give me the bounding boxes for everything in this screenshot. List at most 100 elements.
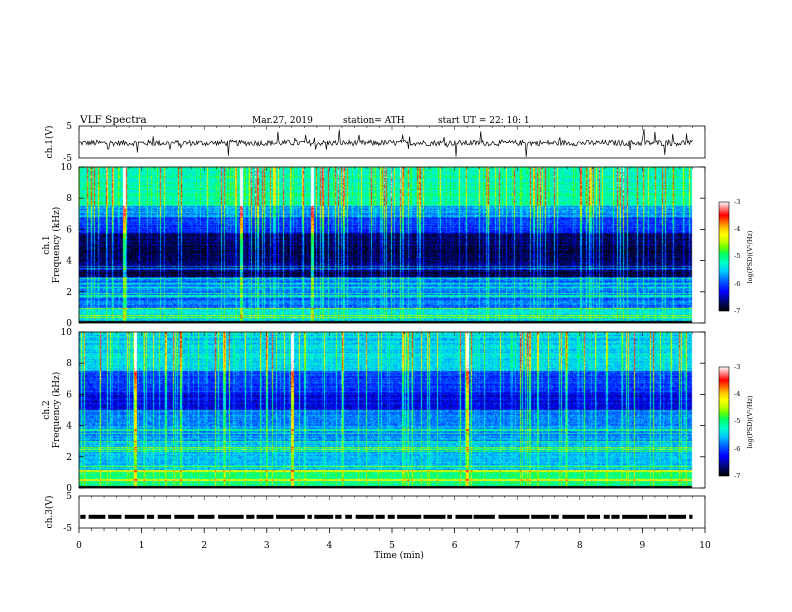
ch1-cb-tick-m5: -5 xyxy=(734,252,740,260)
ch3-pulse xyxy=(622,514,648,519)
y-tick-label: 4 xyxy=(66,422,72,432)
y-tick-label: 10 xyxy=(61,163,73,173)
ch3-ytick-top: 5 xyxy=(66,492,72,502)
ch1-cb-tick-m4: -4 xyxy=(734,225,740,233)
x-tick-label: 6 xyxy=(452,541,458,551)
ch3-pulse xyxy=(108,514,122,519)
ch1-ylabel: ch.1(V) xyxy=(44,126,55,159)
y-tick-label: 0 xyxy=(66,319,72,329)
x-axis-label: Time (min) xyxy=(374,550,424,561)
ch1-spec-channel-label: ch.1 xyxy=(42,235,52,254)
ch1-colorbar-label: log(PSD)(V²/Hz) xyxy=(746,230,754,283)
x-tick-label: 3 xyxy=(264,541,270,551)
ch3-pulse xyxy=(218,514,244,519)
ch2-spectrogram-panel: 0 2 4 6 8 10 Frequency (kHz) ch.2 xyxy=(42,328,706,494)
ch1-cb-tick-m6: -6 xyxy=(734,280,740,288)
y-tick-label: 0 xyxy=(66,484,72,494)
ch3-pulses-panel: 5 -5 ch.3(V) xyxy=(44,492,706,534)
ch1-waveform-frame xyxy=(78,125,706,159)
x-tick-label: 2 xyxy=(201,541,207,551)
ch3-pulse xyxy=(455,514,473,519)
ch3-pulse xyxy=(611,514,620,519)
ch3-pulse xyxy=(586,514,601,519)
y-tick-label: 4 xyxy=(66,257,72,267)
x-tick-label: 9 xyxy=(640,541,646,551)
y-tick-label: 6 xyxy=(66,390,72,400)
y-tick-label: 10 xyxy=(61,328,73,338)
ch3-pulse xyxy=(689,514,693,519)
ch3-pulse xyxy=(157,514,172,519)
ch2-cb-tick-m7: -7 xyxy=(734,472,740,480)
ch3-pulse xyxy=(473,514,495,519)
ch3-pulse xyxy=(88,514,106,519)
ch3-pulse-trace xyxy=(80,514,693,519)
ch2-cb-tick-m6: -6 xyxy=(734,445,740,453)
ch1-waveform-trace xyxy=(78,129,693,157)
ch3-pulse xyxy=(314,514,334,519)
ch3-pulse xyxy=(246,514,255,519)
ch1-spectrogram-panel: 0 2 4 6 8 10 Frequency (kHz) ch.1 xyxy=(42,163,706,329)
y-tick-label: 2 xyxy=(66,288,72,298)
x-tick-label: 7 xyxy=(514,541,520,551)
ch1-colorbar-gradient xyxy=(718,201,730,312)
ch3-pulse xyxy=(256,514,274,519)
ch1-spectrogram-heatmap xyxy=(79,167,705,323)
panel-edge-ticks xyxy=(78,126,706,500)
ch1-colorbar: -3 -4 -5 -6 -7 log(PSD)(V²/Hz) xyxy=(718,198,754,315)
ch3-frame xyxy=(78,495,706,529)
ch3-pulse xyxy=(80,514,86,519)
x-tick-label: 4 xyxy=(327,541,333,551)
ch3-pulse xyxy=(355,514,374,519)
ch2-colorbar-label: log(PSD)(V²/Hz) xyxy=(746,395,754,448)
ch3-pulse xyxy=(423,514,446,519)
y-tick-label: 8 xyxy=(66,359,72,369)
ch3-pulse xyxy=(397,514,422,519)
y-tick-label: 2 xyxy=(66,453,72,463)
ch3-pulse xyxy=(603,514,610,519)
ch3-pulse xyxy=(531,514,550,519)
ch3-pulse xyxy=(562,514,585,519)
ch3-pulse xyxy=(551,514,559,519)
ch3-pulse xyxy=(146,514,155,519)
ch1-spec-ylabel: Frequency (kHz) xyxy=(51,207,62,284)
ch2-spectrogram-heatmap xyxy=(79,332,705,488)
ch3-pulse xyxy=(375,514,385,519)
ch1-waveform-panel: 5 -5 ch.1(V) xyxy=(44,122,706,164)
x-tick-label: 5 xyxy=(389,541,395,551)
y-tick-label: 6 xyxy=(66,225,72,235)
ch3-pulse xyxy=(498,514,530,519)
ch3-pulse xyxy=(387,514,395,519)
ch3-pulse xyxy=(345,514,352,519)
ch3-pulse xyxy=(649,514,667,519)
figure-title: VLF Spectra xyxy=(79,114,147,126)
ch2-cb-tick-m3: -3 xyxy=(734,363,740,371)
date-label: Mar.27, 2019 xyxy=(252,116,313,126)
ch1-cb-tick-m7: -7 xyxy=(734,307,740,315)
ch3-pulse xyxy=(335,514,342,519)
ch1-ytick-bottom: -5 xyxy=(63,154,72,164)
ch3-pulse xyxy=(174,514,195,519)
ch3-pulse xyxy=(276,514,305,519)
time-axis: 0 1 2 3 4 5 6 7 8 9 10 xyxy=(76,528,711,551)
ch3-pulse xyxy=(668,514,687,519)
ch2-spec-channel-label: ch.2 xyxy=(42,400,52,419)
ch1-cb-tick-m3: -3 xyxy=(734,198,740,206)
ch2-colorbar: -3 -4 -5 -6 -7 log(PSD)(V²/Hz) xyxy=(718,363,754,480)
x-tick-label: 0 xyxy=(76,541,82,551)
station-label: station= ATH xyxy=(343,116,405,126)
ch3-pulse xyxy=(447,514,452,519)
ch2-colorbar-gradient xyxy=(718,366,730,477)
ch3-ytick-bottom: -5 xyxy=(63,524,72,534)
ch3-pulse xyxy=(197,514,215,519)
x-tick-label: 10 xyxy=(699,541,711,551)
start-ut-label: start UT = 22: 10: 1 xyxy=(438,116,530,126)
ch3-pulse xyxy=(307,514,312,519)
y-tick-label: 8 xyxy=(66,194,72,204)
ch3-ylabel: ch.3(V) xyxy=(44,496,55,529)
ch3-pulse xyxy=(124,514,145,519)
x-tick-label: 1 xyxy=(139,541,145,551)
ch1-ytick-top: 5 xyxy=(66,122,72,132)
ch2-cb-tick-m4: -4 xyxy=(734,390,740,398)
ch2-cb-tick-m5: -5 xyxy=(734,417,740,425)
